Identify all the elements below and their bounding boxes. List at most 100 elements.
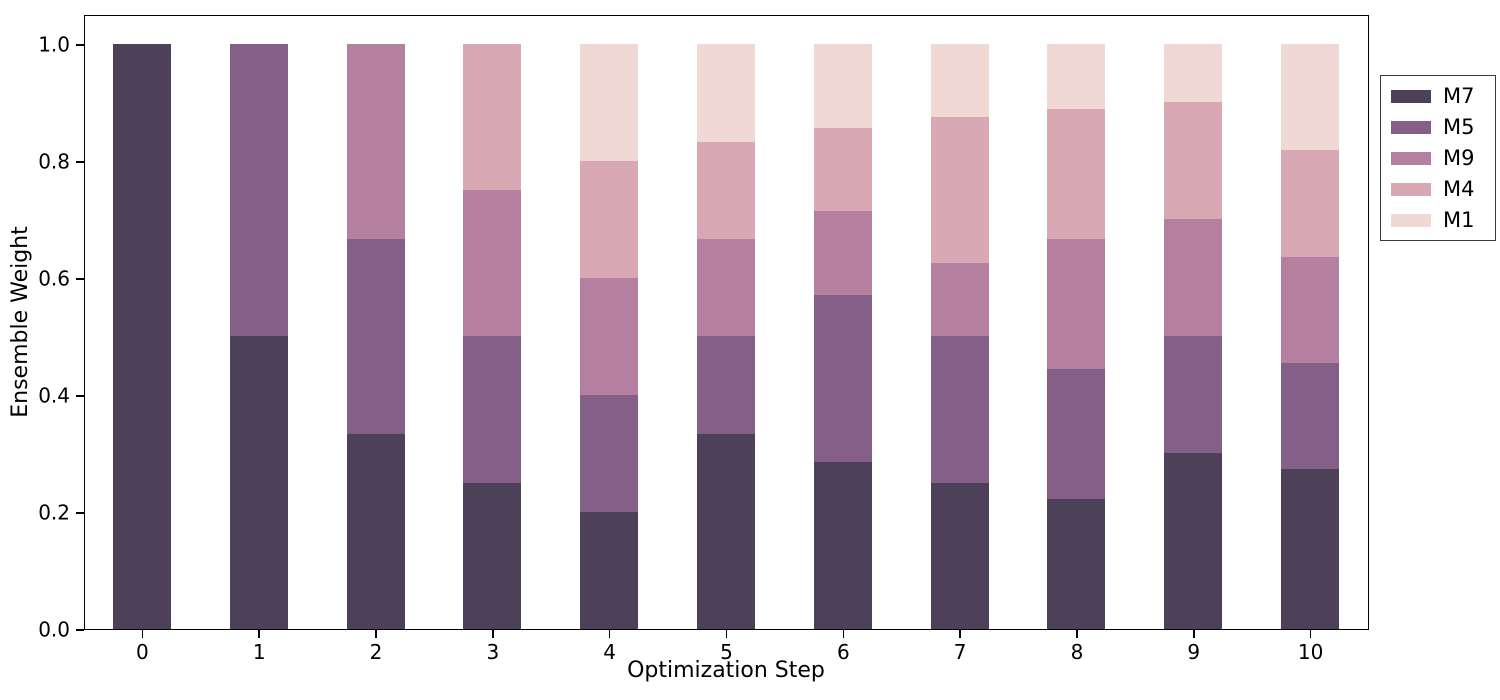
- bar-segment-m9-step-7: [930, 263, 989, 336]
- bar-segment-m7-step-2: [346, 434, 405, 629]
- bar-step-8: [1047, 16, 1106, 629]
- bar-segment-m7-step-6: [813, 462, 872, 629]
- x-tick-label: 8: [1070, 640, 1084, 664]
- bar-segment-m4-step-9: [1164, 102, 1223, 219]
- y-tick-label: 0.8: [38, 149, 70, 174]
- bar-segment-m5-step-7: [930, 336, 989, 483]
- legend-item-m5: M5: [1391, 116, 1485, 138]
- bar-segment-m9-step-5: [697, 239, 755, 336]
- legend-item-m9: M9: [1391, 147, 1485, 169]
- bar-segment-m1-step-4: [580, 44, 639, 161]
- y-tick-label: 0.4: [38, 383, 70, 408]
- bar-segment-m5-step-1: [229, 44, 288, 336]
- x-tick-label: 1: [252, 640, 266, 664]
- y-tick-label: 0.6: [38, 266, 70, 291]
- x-tick-mark: [1193, 630, 1195, 638]
- bar-step-3: [463, 16, 522, 629]
- bar-segment-m4-step-6: [813, 128, 872, 211]
- x-tick-mark: [141, 630, 144, 638]
- legend-label: M1: [1443, 207, 1475, 232]
- legend-swatch-icon: [1391, 182, 1431, 196]
- bar-segment-m7-step-3: [463, 483, 522, 629]
- bar-step-9: [1164, 16, 1223, 629]
- bar-step-5: [697, 16, 755, 629]
- bar-segment-m9-step-3: [463, 190, 522, 336]
- bar-segment-m9-step-2: [346, 44, 405, 239]
- bar-segment-m9-step-10: [1281, 257, 1340, 363]
- bar-segment-m1-step-8: [1047, 44, 1106, 109]
- bar-segment-m7-step-0: [112, 44, 171, 629]
- bar-step-0: [112, 16, 171, 629]
- bar-segment-m7-step-10: [1281, 469, 1340, 629]
- x-tick-label: 6: [836, 640, 850, 664]
- bar-step-4: [580, 16, 639, 629]
- x-tick-mark: [608, 630, 611, 638]
- y-tick-label: 0.0: [38, 617, 70, 642]
- bar-segment-m4-step-5: [697, 142, 755, 239]
- bar-step-6: [813, 16, 872, 629]
- x-tick-mark: [1076, 630, 1078, 638]
- legend-item-m4: M4: [1391, 178, 1485, 200]
- bar-segment-m7-step-5: [697, 434, 755, 629]
- bar-segment-m9-step-8: [1047, 239, 1106, 369]
- x-tick-mark: [375, 630, 377, 638]
- legend-swatch-icon: [1391, 213, 1431, 227]
- bar-segment-m5-step-5: [697, 336, 755, 434]
- x-tick-label: 0: [136, 640, 149, 664]
- y-axis-label: Ensemble Weight: [8, 226, 33, 418]
- x-tick-label: 7: [953, 640, 967, 664]
- legend-swatch-icon: [1391, 151, 1431, 165]
- bar-segment-m1-step-10: [1281, 44, 1340, 150]
- bar-segment-m7-step-9: [1164, 453, 1223, 629]
- y-tick-mark: [76, 629, 84, 631]
- bar-step-2: [346, 16, 405, 629]
- x-axis-label: Optimization Step: [627, 658, 825, 683]
- bar-segment-m5-step-8: [1047, 369, 1106, 499]
- bar-segment-m5-step-2: [346, 239, 405, 434]
- bar-segment-m5-step-9: [1164, 336, 1223, 453]
- bar-segment-m9-step-4: [580, 278, 639, 395]
- x-tick-label: 4: [603, 640, 617, 664]
- x-tick-mark: [258, 630, 260, 638]
- legend-label: M5: [1443, 114, 1475, 139]
- bar-segment-m9-step-6: [813, 211, 872, 295]
- y-tick-mark: [76, 278, 84, 280]
- legend-swatch-icon: [1391, 120, 1431, 134]
- bar-segment-m1-step-5: [697, 44, 755, 142]
- bar-segment-m1-step-9: [1164, 44, 1223, 102]
- bar-segment-m4-step-7: [930, 117, 989, 263]
- y-tick-mark: [76, 512, 84, 514]
- bar-step-1: [229, 16, 288, 629]
- bar-segment-m4-step-8: [1047, 109, 1106, 239]
- bar-segment-m1-step-6: [813, 44, 872, 128]
- legend-label: M9: [1443, 145, 1475, 170]
- bar-segment-m7-step-4: [580, 512, 639, 629]
- bar-step-7: [930, 16, 989, 629]
- bar-segment-m5-step-4: [580, 395, 639, 512]
- x-tick-label: 9: [1187, 640, 1201, 664]
- x-tick-label: 2: [369, 640, 383, 664]
- x-tick-mark: [842, 630, 845, 638]
- bar-segment-m5-step-6: [813, 295, 872, 462]
- y-tick-label: 0.2: [38, 500, 70, 525]
- bar-segment-m7-step-8: [1047, 499, 1106, 629]
- x-tick-mark: [1309, 630, 1312, 638]
- y-tick-label: 1.0: [38, 32, 70, 57]
- bar-segment-m1-step-7: [930, 44, 989, 117]
- bar-segment-m4-step-4: [580, 161, 639, 278]
- x-tick-label: 10: [1297, 640, 1324, 664]
- y-tick-mark: [76, 161, 84, 163]
- x-tick-label: 5: [720, 640, 733, 664]
- x-tick-mark: [959, 630, 961, 638]
- bar-step-10: [1281, 16, 1340, 629]
- y-tick-mark: [76, 395, 84, 397]
- bar-segment-m7-step-1: [229, 336, 288, 629]
- x-tick-mark: [492, 630, 494, 638]
- legend-label: M4: [1443, 176, 1475, 201]
- legend-label: M7: [1443, 83, 1475, 108]
- bar-segment-m4-step-3: [463, 44, 522, 190]
- bar-segment-m9-step-9: [1164, 219, 1223, 336]
- y-tick-mark: [76, 44, 84, 46]
- legend: M7 M5 M9 M4 M1: [1380, 75, 1496, 241]
